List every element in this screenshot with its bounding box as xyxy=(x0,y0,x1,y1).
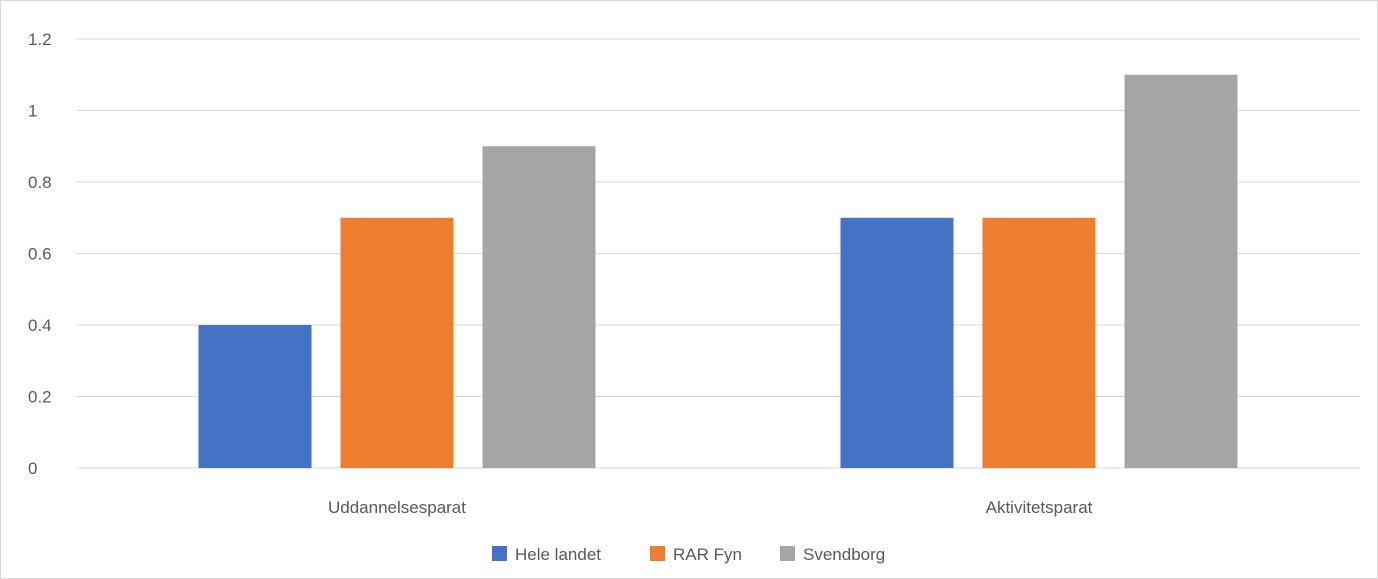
category-label: Uddannelsesparat xyxy=(328,498,466,517)
y-tick-label: 1.2 xyxy=(28,30,52,49)
y-tick-label: 0.4 xyxy=(28,316,52,335)
bar-rar-fyn-aktivitetsparat xyxy=(982,217,1096,468)
legend-swatch xyxy=(650,546,665,561)
y-tick-label: 0.6 xyxy=(28,245,52,264)
x-axis-category-labels: Uddannelsesparat Aktivitetsparat xyxy=(328,498,1093,517)
legend-swatch xyxy=(780,546,795,561)
bar-svendborg-uddannelsesparat xyxy=(482,146,596,468)
y-tick-label: 0.2 xyxy=(28,388,52,407)
bar-svendborg-aktivitetsparat xyxy=(1124,74,1238,468)
legend-label: Svendborg xyxy=(803,545,885,564)
legend-swatch xyxy=(492,546,507,561)
bar-hele-landet-aktivitetsparat xyxy=(840,217,954,468)
legend: Hele landet RAR Fyn Svendborg xyxy=(492,545,885,564)
legend-label: Hele landet xyxy=(515,545,601,564)
y-tick-label: 1 xyxy=(28,102,37,121)
y-tick-label: 0.8 xyxy=(28,173,52,192)
legend-label: RAR Fyn xyxy=(673,545,742,564)
bars xyxy=(198,74,1238,468)
bar-rar-fyn-uddannelsesparat xyxy=(340,217,454,468)
y-tick-label: 0 xyxy=(28,459,37,478)
category-label: Aktivitetsparat xyxy=(986,498,1093,517)
bar-hele-landet-uddannelsesparat xyxy=(198,325,312,468)
y-axis-tick-labels: 0 0.2 0.4 0.6 0.8 1 1.2 xyxy=(28,30,52,478)
